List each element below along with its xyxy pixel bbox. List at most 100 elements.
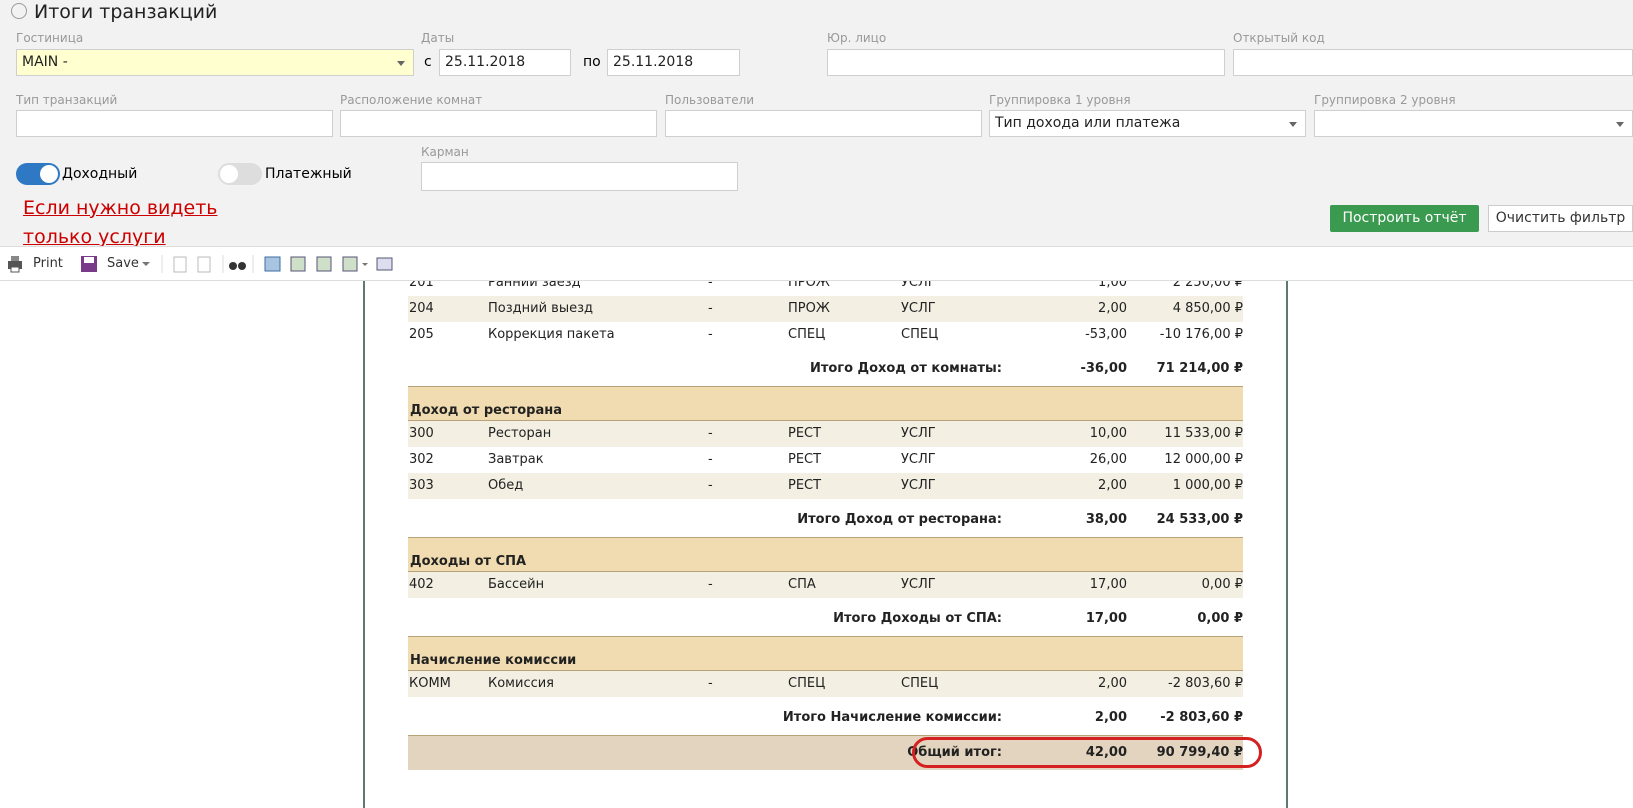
date-to[interactable]: 25.11.2018 [607,49,740,76]
label: Группировка 1 уровня [989,93,1131,107]
value: 25.11.2018 [445,54,525,70]
cell: 205 [409,326,434,344]
cell: 26,00 [1090,451,1127,469]
total-amount: -2 803,60 ₽ [1160,709,1243,727]
cell: -53,00 [1085,326,1127,344]
save-icon[interactable] [80,255,98,273]
payment-toggle[interactable] [218,163,262,185]
total-qty: 38,00 [1086,511,1127,529]
total-label: Итого Доход от комнаты: [810,360,1002,378]
cell: РЕСТ [788,425,821,443]
total-label: Итого Доходы от СПА: [833,610,1002,628]
group-title: Доход от ресторана [410,403,562,418]
annotation: только услуги [23,226,166,248]
value: Тип дохода или платежа [995,115,1180,131]
cell: Ресторан [488,425,551,443]
cell: 0,00 ₽ [1202,576,1243,594]
cell: УСЛГ [901,576,936,594]
cell: Ранний заезд [488,281,581,292]
toggle-label: Платежный [265,166,352,182]
total-qty: 17,00 [1086,610,1127,628]
cell: 300 [409,425,434,443]
cell: УСЛГ [901,281,936,292]
annotation: Если нужно видеть [23,197,218,219]
value: MAIN - [22,54,68,70]
cell: УСЛГ [901,300,936,318]
label: по [583,54,601,70]
legal-entity-input[interactable] [827,49,1225,76]
room-location-input[interactable] [340,110,657,137]
cell: - [708,326,713,344]
cell: 1,00 [1098,281,1127,292]
label: Карман [421,145,469,159]
total-qty: 2,00 [1095,709,1127,727]
cell: 204 [409,300,434,318]
cell: ПРОЖ [788,300,830,318]
label: Пользователи [665,93,754,107]
total-amount: 24 533,00 ₽ [1157,511,1243,529]
cell: -2 803,60 ₽ [1168,675,1243,693]
build-button[interactable]: Построить отчёт [1330,205,1479,232]
collapse-icon[interactable] [11,3,27,19]
cell: УСЛГ [901,425,936,443]
users-input[interactable] [665,110,982,137]
total-label: Итого Начисление комиссии: [783,709,1002,727]
print-button[interactable]: Print [33,256,63,271]
total-amount: 71 214,00 ₽ [1157,360,1243,378]
label: Расположение комнат [340,93,482,107]
cell: 402 [409,576,434,594]
cell: 303 [409,477,434,495]
cell: КОММ [409,675,451,693]
cell: - [708,451,713,469]
cell: СПЕЦ [901,675,938,693]
save-button[interactable]: Save [107,256,139,271]
cell: РЕСТ [788,477,821,495]
group-title: Начисление комиссии [410,653,576,668]
cell: 2,00 [1098,675,1127,693]
toolbar-icons [140,255,410,273]
cell: Коррекция пакета [488,326,615,344]
highlight-ellipse [912,737,1262,768]
label: с [424,54,432,70]
cell: - [708,281,713,292]
total-label: Итого Доход от ресторана: [797,511,1002,529]
label: Даты [421,31,454,45]
date-from[interactable]: 25.11.2018 [439,49,571,76]
cell: Комиссия [488,675,554,693]
label: Юр. лицо [827,31,886,45]
cell: 17,00 [1090,576,1127,594]
label: Тип транзакций [16,93,117,107]
value: 25.11.2018 [613,54,693,70]
cell: 10,00 [1090,425,1127,443]
cell: СПА [788,576,816,594]
group-title: Доходы от СПА [410,554,526,569]
report-viewer: 201Ранний заезд-ПРОЖУСЛГ1,002 250,00 ₽20… [0,281,1633,808]
cell: СПЕЦ [788,675,825,693]
hotel-select[interactable]: MAIN - [16,49,414,76]
cell: - [708,477,713,495]
print-icon[interactable] [6,255,24,273]
cell: -10 176,00 ₽ [1160,326,1243,344]
cell: РЕСТ [788,451,821,469]
cell: 2,00 [1098,300,1127,318]
pocket-input[interactable] [421,162,738,191]
transaction-type-input[interactable] [16,110,333,137]
title: Итоги транзакций [34,1,217,23]
group1-select[interactable]: Тип дохода или платежа [989,110,1306,137]
clear-button[interactable]: Очистить фильтр [1488,205,1633,232]
cell: Бассейн [488,576,544,594]
toggle-label: Доходный [62,166,137,182]
cell: 2,00 [1098,477,1127,495]
open-code-input[interactable] [1233,49,1633,76]
group-header [408,537,1243,572]
cell: - [708,576,713,594]
cell: - [708,425,713,443]
cell: УСЛГ [901,477,936,495]
cell: Обед [488,477,523,495]
cell: 201 [409,281,434,292]
cell: 1 000,00 ₽ [1173,477,1243,495]
group2-select[interactable] [1314,110,1633,137]
total-qty: -36,00 [1080,360,1127,378]
income-toggle[interactable] [16,163,60,185]
cell: 11 533,00 ₽ [1164,425,1243,443]
